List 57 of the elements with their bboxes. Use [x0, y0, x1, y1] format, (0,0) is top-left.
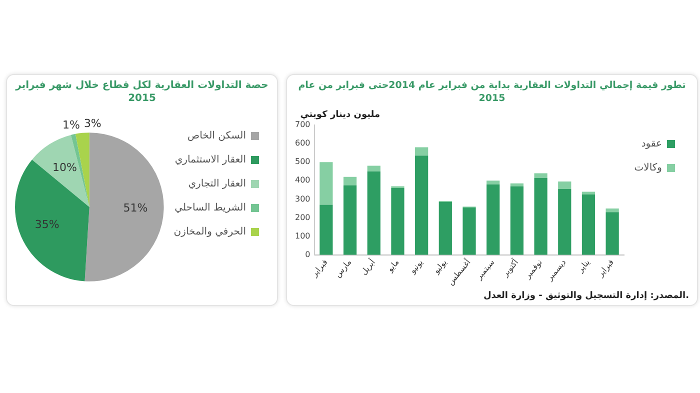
chart-title: تطور قيمة إجمالي التداولات العقارية بداية من فبراير عام 2014حتى فبراير من عام 2015 [297, 79, 687, 106]
bar [462, 208, 476, 255]
x-tick-label: مايو [384, 258, 401, 274]
data-label: 1% [62, 118, 80, 132]
data-label: 51% [123, 201, 148, 214]
y-tick-label: 600 [294, 138, 310, 148]
y-tick-label: 100 [294, 231, 310, 240]
bar [391, 188, 404, 255]
x-tick-label: نوفمبر [522, 258, 544, 281]
legend-label: الحرفي والمخازن [174, 226, 246, 238]
bar [367, 166, 380, 172]
x-tick-label: يوليو [431, 258, 449, 276]
data-label: 10% [52, 160, 77, 174]
bar [343, 185, 357, 255]
data-label: 35% [34, 218, 60, 232]
y-tick-label: 300 [294, 194, 310, 204]
bar [415, 156, 428, 255]
chart-title: حصة التداولات العقارية لكل قطاع خلال شهر فبراير 2015 [14, 79, 270, 106]
x-tick-label: فبراير [595, 258, 616, 280]
bar [582, 194, 596, 255]
x-tick-label: ديسمبر [544, 257, 568, 283]
y-axis-title: مليون دينار كويتي [300, 110, 380, 120]
x-tick-label: مارس [333, 258, 354, 280]
bar [343, 176, 357, 186]
y-tick-label: 200 [294, 212, 310, 222]
x-tick-label: أبريل [358, 257, 378, 277]
x-tick-label: أكتوبر [499, 257, 520, 280]
bar [367, 171, 380, 255]
bar [510, 186, 524, 255]
legend-label: وكالات [634, 162, 662, 174]
bar [486, 180, 500, 184]
bar [320, 204, 333, 255]
legend-label: عقود [641, 138, 662, 150]
bar [415, 147, 428, 156]
x-tick-label: فبراير [309, 258, 330, 280]
bar [320, 162, 333, 205]
text: المصدر: إدارة التسجيل والتوثيق - وزارة العدل. [483, 290, 689, 301]
y-tick-label: 0 [305, 250, 310, 259]
y-tick-label: 700 [294, 120, 310, 130]
legend-label: الشريط الساحلي [174, 202, 246, 214]
bar [558, 182, 572, 189]
bar [558, 188, 572, 255]
legend-label: العقار التجاري [188, 178, 246, 190]
y-tick-label: 500 [294, 157, 310, 166]
y-tick-label: 400 [294, 176, 310, 185]
bar [534, 173, 548, 178]
data-label: 3% [84, 116, 102, 130]
bar [438, 202, 452, 255]
bar [606, 212, 619, 255]
x-tick-label: سبتمبر [474, 258, 496, 282]
bar [534, 178, 548, 255]
x-tick-label: يونيو [407, 258, 425, 276]
bar [606, 208, 619, 212]
x-tick-label: يناير [575, 258, 592, 275]
legend-label: العقار الاستثماري [174, 154, 246, 166]
legend-label: السكن الخاص [188, 130, 246, 142]
bar [486, 184, 500, 255]
